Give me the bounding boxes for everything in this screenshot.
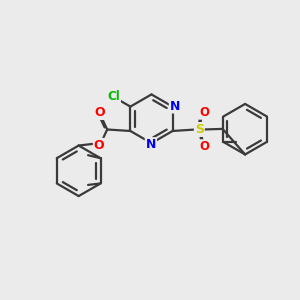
Text: O: O <box>199 106 209 119</box>
Text: N: N <box>146 138 156 151</box>
Text: Cl: Cl <box>107 90 120 104</box>
Text: S: S <box>195 123 204 136</box>
Text: O: O <box>95 106 105 119</box>
Text: O: O <box>199 140 209 153</box>
Text: N: N <box>170 100 180 112</box>
Text: O: O <box>94 139 104 152</box>
